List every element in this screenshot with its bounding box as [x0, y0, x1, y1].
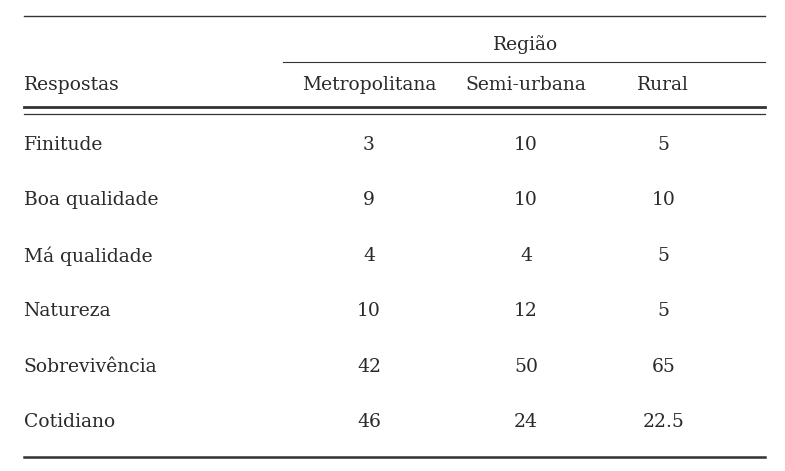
Text: 65: 65 [652, 358, 675, 376]
Text: Semi-urbana: Semi-urbana [466, 76, 586, 94]
Text: 5: 5 [657, 247, 670, 265]
Text: 10: 10 [652, 191, 675, 209]
Text: Sobrevivência: Sobrevivência [24, 358, 157, 376]
Text: 12: 12 [514, 302, 538, 320]
Text: Região: Região [493, 35, 559, 54]
Text: Rural: Rural [637, 76, 689, 94]
Text: Metropolitana: Metropolitana [301, 76, 436, 94]
Text: 10: 10 [514, 136, 538, 154]
Text: 42: 42 [357, 358, 381, 376]
Text: Respostas: Respostas [24, 76, 119, 94]
Text: 9: 9 [363, 191, 375, 209]
Text: 46: 46 [357, 414, 381, 431]
Text: Má qualidade: Má qualidade [24, 246, 152, 266]
Text: 24: 24 [514, 414, 538, 431]
Text: Boa qualidade: Boa qualidade [24, 191, 158, 209]
Text: 5: 5 [657, 136, 670, 154]
Text: Natureza: Natureza [24, 302, 111, 320]
Text: 10: 10 [514, 191, 538, 209]
Text: 3: 3 [363, 136, 375, 154]
Text: Cotidiano: Cotidiano [24, 414, 115, 431]
Text: Finitude: Finitude [24, 136, 103, 154]
Text: 5: 5 [657, 302, 670, 320]
Text: 4: 4 [520, 247, 532, 265]
Text: 4: 4 [363, 247, 375, 265]
Text: 50: 50 [514, 358, 538, 376]
Text: 22.5: 22.5 [642, 414, 685, 431]
Text: 10: 10 [357, 302, 381, 320]
